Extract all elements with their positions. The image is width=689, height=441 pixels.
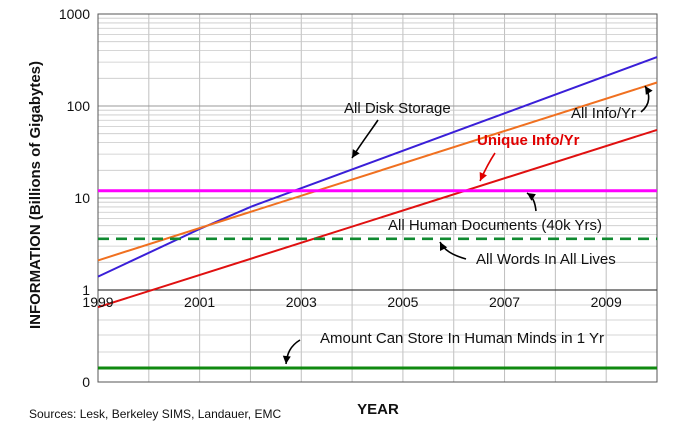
y-axis-title: INFORMATION (Billions of Gigabytes)	[27, 61, 44, 329]
x-tick-label: 2007	[489, 294, 520, 310]
arrowhead	[479, 172, 487, 181]
annotation-arrow	[439, 241, 467, 260]
y-tick-label: 1	[82, 282, 90, 298]
x-tick-label: 2003	[286, 294, 317, 310]
arrowhead	[527, 193, 536, 201]
annotations: All Disk Storage All Info/Yr Unique Info/Y…	[282, 85, 653, 365]
arrowhead	[282, 355, 291, 364]
series-label-all-info-yr: All Info/Yr	[571, 105, 636, 122]
series-label-all-disk-storage: All Disk Storage	[344, 100, 451, 117]
grid	[98, 13, 657, 382]
x-tick-label: 1999	[82, 294, 113, 310]
y-tick-label: 1000	[59, 6, 90, 22]
y-tick-label-lower: 0	[82, 374, 90, 390]
series-label-all-human-documents-40k-yrs: All Human Documents (40k Yrs)	[388, 217, 602, 234]
series-line-all-info-yr	[97, 81, 658, 262]
series-label-unique-info-yr: Unique Info/Yr	[477, 132, 580, 149]
y-tick-label: 100	[67, 98, 91, 114]
series-group	[97, 56, 658, 370]
y-tick-label: 10	[74, 190, 90, 206]
series-line-all-disk-storage	[97, 56, 658, 278]
x-axis-title: YEAR	[357, 401, 399, 418]
x-tick-label: 2009	[591, 294, 622, 310]
x-tick-label: 2005	[387, 294, 418, 310]
arrowhead	[352, 149, 360, 158]
arrowhead	[440, 242, 448, 251]
tick-labels: 1999 2001 2003 2005 2007 2009 1 10 100 1000 0	[59, 6, 622, 390]
series-label-amount-can-store-in-human-minds-in-1-yr: Amount Can Store In Human Minds in 1 Yr	[320, 330, 604, 347]
series-label-all-words-in-all-lives: All Words In All Lives	[476, 251, 616, 268]
x-tick-label: 2001	[184, 294, 215, 310]
series-line-unique-info-yr	[97, 128, 658, 309]
plot-frame	[97, 13, 658, 383]
plot-border	[97, 13, 658, 383]
arrowhead	[645, 86, 653, 95]
source-note: Sources: Lesk, Berkeley SIMS, Landauer, …	[29, 407, 281, 421]
